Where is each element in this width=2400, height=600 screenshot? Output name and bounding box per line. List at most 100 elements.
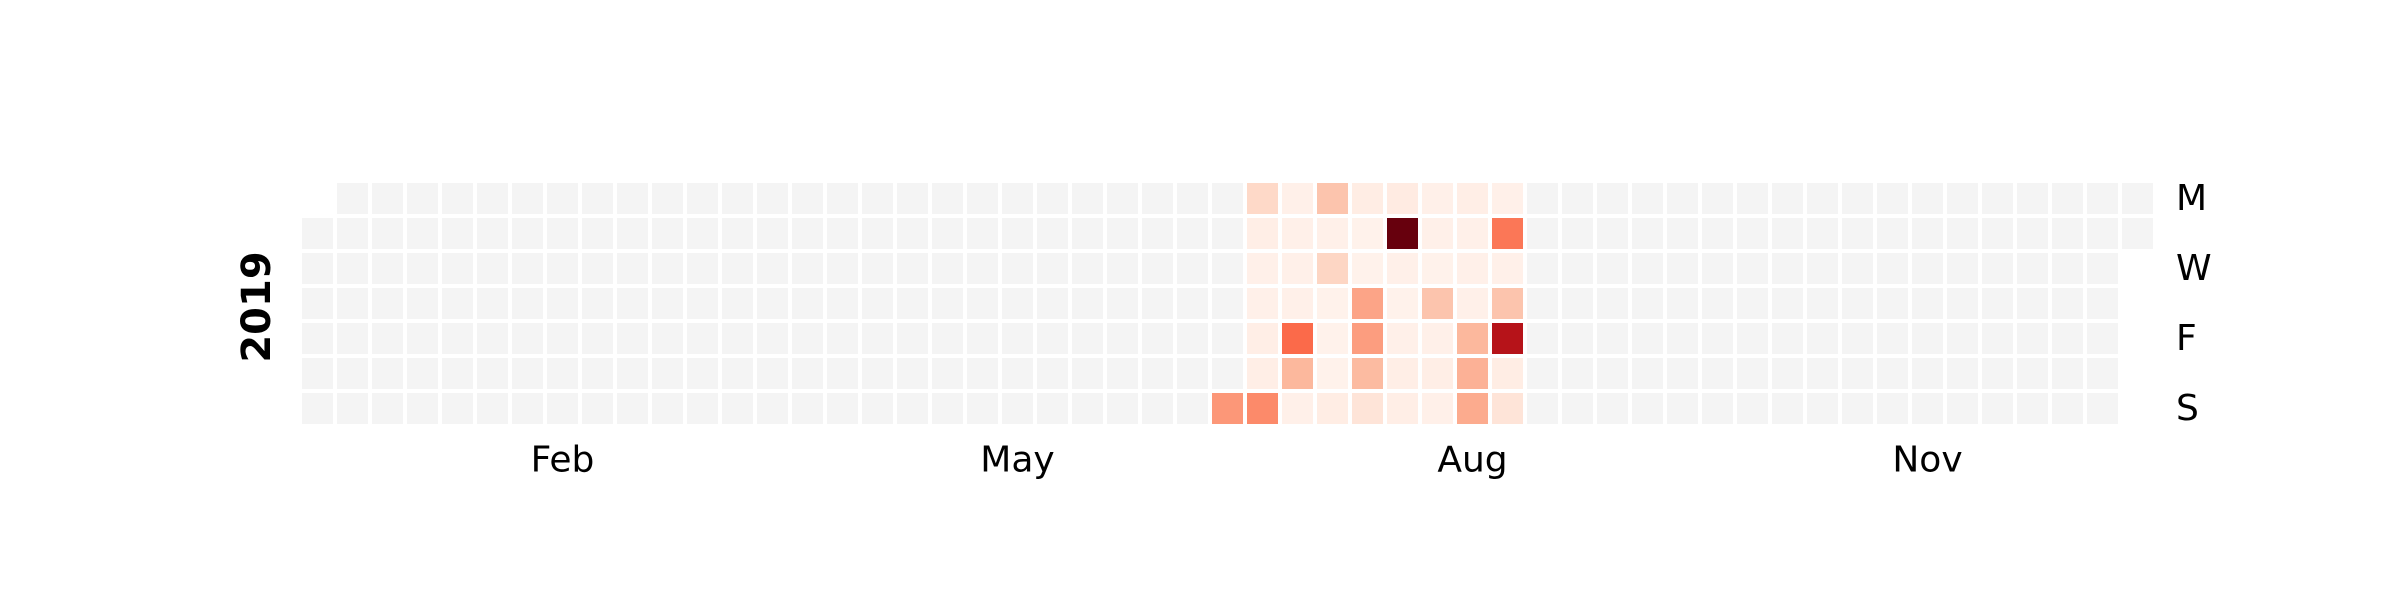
heatmap-cell	[1702, 218, 1733, 249]
heatmap-cell	[897, 358, 928, 389]
heatmap-cell	[757, 393, 788, 424]
heatmap-cell	[582, 393, 613, 424]
heatmap-cell	[477, 218, 508, 249]
heatmap-cell	[1037, 183, 1068, 214]
heatmap-cell	[827, 323, 858, 354]
heatmap-cell	[1527, 253, 1558, 284]
heatmap-cell	[652, 393, 683, 424]
heatmap-cell	[862, 288, 893, 319]
heatmap-cell	[547, 253, 578, 284]
heatmap-cell	[302, 288, 333, 319]
heatmap-cell	[1247, 358, 1278, 389]
heatmap-cell	[1877, 358, 1908, 389]
heatmap-cell	[1107, 218, 1138, 249]
heatmap-cell	[1527, 393, 1558, 424]
heatmap-cell	[1492, 288, 1523, 319]
heatmap-cell	[1422, 393, 1453, 424]
heatmap-cell	[547, 323, 578, 354]
heatmap-cell	[582, 323, 613, 354]
heatmap-cell	[687, 183, 718, 214]
heatmap-cell	[1982, 288, 2013, 319]
heatmap-cell	[1912, 323, 1943, 354]
heatmap-cell	[1562, 323, 1593, 354]
heatmap-cell	[1177, 183, 1208, 214]
heatmap-cell	[967, 218, 998, 249]
heatmap-cell	[1912, 393, 1943, 424]
heatmap-cell	[442, 183, 473, 214]
heatmap-cell	[1072, 218, 1103, 249]
month-label: May	[980, 440, 1054, 481]
heatmap-cell	[1457, 358, 1488, 389]
heatmap-cell	[582, 253, 613, 284]
heatmap-cell	[1282, 323, 1313, 354]
heatmap-cell	[827, 393, 858, 424]
heatmap-cell	[1317, 323, 1348, 354]
heatmap-cell	[617, 323, 648, 354]
heatmap-cell	[932, 358, 963, 389]
heatmap-cell	[1562, 358, 1593, 389]
heatmap-cell	[512, 218, 543, 249]
heatmap-cell	[1247, 253, 1278, 284]
heatmap-cell	[407, 358, 438, 389]
heatmap-cell	[1212, 253, 1243, 284]
heatmap-cell	[1212, 288, 1243, 319]
heatmap-cell	[1947, 323, 1978, 354]
heatmap-cell	[862, 323, 893, 354]
heatmap-cell	[1527, 358, 1558, 389]
heatmap-cell	[722, 323, 753, 354]
heatmap-cell	[1037, 288, 1068, 319]
heatmap-cell	[932, 393, 963, 424]
heatmap-cell	[1842, 288, 1873, 319]
heatmap-cell	[897, 218, 928, 249]
heatmap-cell	[792, 288, 823, 319]
heatmap-cell	[407, 393, 438, 424]
heatmap-cell	[1772, 358, 1803, 389]
heatmap-cell	[1072, 183, 1103, 214]
heatmap-cell	[1457, 393, 1488, 424]
heatmap-cell	[1877, 253, 1908, 284]
heatmap-cell	[337, 288, 368, 319]
heatmap-cell	[1037, 393, 1068, 424]
heatmap-cell	[547, 393, 578, 424]
heatmap-cell	[2087, 183, 2118, 214]
heatmap-cell	[932, 183, 963, 214]
heatmap-cell	[1632, 253, 1663, 284]
heatmap-cell	[1842, 358, 1873, 389]
heatmap-cell	[1352, 358, 1383, 389]
heatmap-cell	[1877, 183, 1908, 214]
heatmap-cell	[1282, 253, 1313, 284]
heatmap-cell	[1107, 358, 1138, 389]
heatmap-cell	[1142, 358, 1173, 389]
heatmap-cell	[1912, 183, 1943, 214]
heatmap-cell	[1667, 358, 1698, 389]
heatmap-cell	[1002, 218, 1033, 249]
heatmap-cell	[1072, 393, 1103, 424]
heatmap-cell	[1037, 218, 1068, 249]
month-labels: Feb May Aug Nov	[531, 440, 1963, 481]
heatmap-cell	[2087, 218, 2118, 249]
heatmap-cell	[1247, 218, 1278, 249]
heatmap-cell	[897, 253, 928, 284]
heatmap-cell	[477, 253, 508, 284]
heatmap-cell	[687, 218, 718, 249]
heatmap-cell	[2052, 218, 2083, 249]
heatmap-cell	[1877, 393, 1908, 424]
heatmap-cell	[1597, 288, 1628, 319]
heatmap-cell	[1352, 218, 1383, 249]
heatmap-cell	[897, 288, 928, 319]
heatmap-cell	[442, 253, 473, 284]
heatmap-cell	[932, 323, 963, 354]
heatmap-cell	[1737, 288, 1768, 319]
heatmap-cell	[1702, 288, 1733, 319]
heatmap-cell	[442, 358, 473, 389]
heatmap-cell	[1807, 253, 1838, 284]
heatmap-cell	[1842, 253, 1873, 284]
heatmap-cell	[1702, 183, 1733, 214]
heatmap-cell	[1807, 393, 1838, 424]
heatmap-cell	[1772, 253, 1803, 284]
heatmap-cell	[1072, 288, 1103, 319]
heatmap-cell	[1772, 183, 1803, 214]
heatmap-cell	[652, 323, 683, 354]
heatmap-cell	[2052, 253, 2083, 284]
heatmap-cell	[617, 288, 648, 319]
